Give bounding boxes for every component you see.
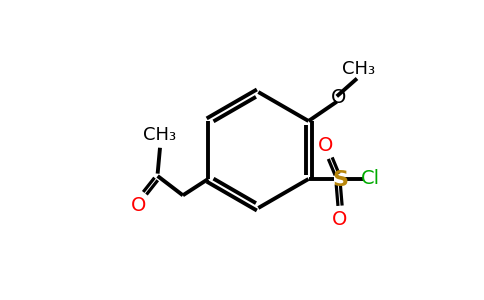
Text: O: O xyxy=(318,136,333,155)
Text: O: O xyxy=(332,210,348,229)
Text: CH₃: CH₃ xyxy=(143,126,177,144)
Text: S: S xyxy=(332,170,348,190)
Text: O: O xyxy=(331,88,346,107)
Text: Cl: Cl xyxy=(361,169,380,188)
Text: O: O xyxy=(131,196,146,215)
Text: CH₃: CH₃ xyxy=(342,60,375,78)
